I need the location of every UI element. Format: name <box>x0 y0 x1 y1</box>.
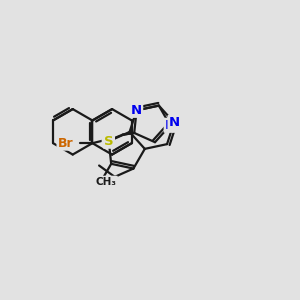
Text: CH₃: CH₃ <box>96 176 117 187</box>
Text: S: S <box>104 135 114 148</box>
Text: N: N <box>165 119 176 132</box>
Text: Br: Br <box>58 137 73 150</box>
Text: N: N <box>169 116 180 129</box>
Text: O: O <box>103 133 114 146</box>
Text: N: N <box>131 104 142 117</box>
